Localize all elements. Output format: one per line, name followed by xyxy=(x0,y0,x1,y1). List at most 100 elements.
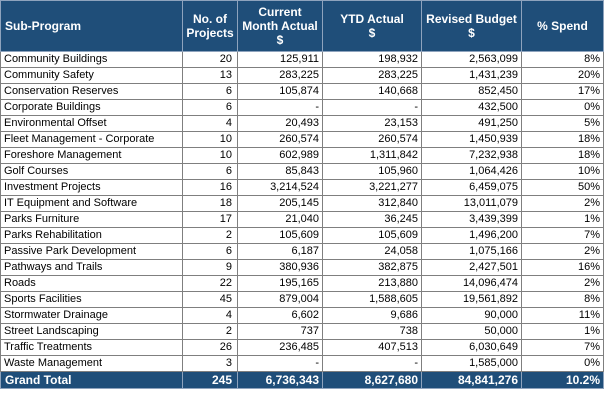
cell-projects: 3 xyxy=(182,355,238,372)
cell-ytd: 738 xyxy=(322,323,422,340)
table-row: Corporate Buildings 6- -432,500 0% xyxy=(0,99,604,116)
cell-projects: 22 xyxy=(182,275,238,292)
cell-current-month: - xyxy=(237,99,323,116)
header-current-month: Current Month Actual $ xyxy=(237,0,323,52)
cell-current-month: 236,485 xyxy=(237,339,323,356)
cell-projects: 10 xyxy=(182,147,238,164)
table-row: Passive Park Development 6 6,187 24,058 1,07… xyxy=(0,243,604,260)
cell-sub-program: Street Landscaping xyxy=(0,323,183,340)
cell-spend: 0% xyxy=(521,355,604,372)
cell-projects: 20 xyxy=(182,51,238,68)
header-revised-budget-label: Revised Budget xyxy=(426,12,517,26)
table-row: Environmental Offset 4 20,493 23,153 491,250… xyxy=(0,115,604,132)
cell-spend: 7% xyxy=(521,339,604,356)
cell-spend: 50% xyxy=(521,179,604,196)
cell-revised-budget: 1,585,000 xyxy=(421,355,522,372)
cell-spend: 18% xyxy=(521,147,604,164)
cell-sub-program: Parks Furniture xyxy=(0,211,183,228)
cell-ytd: 140,668 xyxy=(322,83,422,100)
cell-spend: 18% xyxy=(521,131,604,148)
cell-sub-program: Golf Courses xyxy=(0,163,183,180)
cell-spend: 11% xyxy=(521,307,604,324)
cell-revised-budget: 1,431,239 xyxy=(421,67,522,84)
cell-projects: 45 xyxy=(182,291,238,308)
cell-ytd: 312,840 xyxy=(322,195,422,212)
cell-revised-budget: 491,250 xyxy=(421,115,522,132)
cell-spend: 2% xyxy=(521,275,604,292)
total-label: Grand Total xyxy=(0,371,183,389)
table-row: IT Equipment and Software 18 205,145 312,84… xyxy=(0,195,604,212)
table-row: Conservation Reserves 6 105,874 140,668 852,… xyxy=(0,83,604,100)
cell-spend: 17% xyxy=(521,83,604,100)
cell-ytd: 198,932 xyxy=(322,51,422,68)
cell-ytd: 1,311,842 xyxy=(322,147,422,164)
table-header: Sub-Program No. of Projects Current Mont… xyxy=(0,0,604,52)
cell-current-month: 20,493 xyxy=(237,115,323,132)
cell-revised-budget: 6,030,649 xyxy=(421,339,522,356)
capital-works-table: Sub-Program No. of Projects Current Mont… xyxy=(0,0,604,389)
cell-current-month: 105,609 xyxy=(237,227,323,244)
cell-sub-program: Community Buildings xyxy=(0,51,183,68)
cell-current-month: 205,145 xyxy=(237,195,323,212)
header-ytd: YTD Actual $ xyxy=(322,0,422,52)
header-row: Sub-Program No. of Projects Current Mont… xyxy=(0,0,604,52)
cell-spend: 2% xyxy=(521,243,604,260)
table-body: Community Buildings 20 125,911 198,932 2,563… xyxy=(0,51,604,372)
cell-spend: 20% xyxy=(521,67,604,84)
cell-ytd: 1,588,605 xyxy=(322,291,422,308)
cell-revised-budget: 1,450,939 xyxy=(421,131,522,148)
cell-current-month: 85,843 xyxy=(237,163,323,180)
cell-spend: 0% xyxy=(521,99,604,116)
cell-ytd: 3,221,277 xyxy=(322,179,422,196)
cell-current-month: 879,004 xyxy=(237,291,323,308)
cell-projects: 6 xyxy=(182,83,238,100)
cell-spend: 8% xyxy=(521,291,604,308)
cell-sub-program: Investment Projects xyxy=(0,179,183,196)
cell-sub-program: Conservation Reserves xyxy=(0,83,183,100)
cell-projects: 17 xyxy=(182,211,238,228)
cell-revised-budget: 2,563,099 xyxy=(421,51,522,68)
table-row: Community Safety 13 283,225 283,225 1,431,23… xyxy=(0,67,604,84)
cell-spend: 10% xyxy=(521,163,604,180)
grand-total-row: Grand Total 245 6,736,343 8,627,680 84,8… xyxy=(0,371,604,389)
cell-spend: 1% xyxy=(521,323,604,340)
cell-sub-program: Stormwater Drainage xyxy=(0,307,183,324)
table-footer: Grand Total 245 6,736,343 8,627,680 84,8… xyxy=(0,371,604,389)
cell-spend: 7% xyxy=(521,227,604,244)
cell-revised-budget: 50,000 xyxy=(421,323,522,340)
total-ytd: 8,627,680 xyxy=(322,371,422,389)
cell-revised-budget: 3,439,399 xyxy=(421,211,522,228)
cell-spend: 16% xyxy=(521,259,604,276)
table-row: Investment Projects 16 3,214,524 3,221,277 6… xyxy=(0,179,604,196)
total-spend: 10.2% xyxy=(521,371,604,389)
cell-revised-budget: 1,075,166 xyxy=(421,243,522,260)
cell-sub-program: Roads xyxy=(0,275,183,292)
cell-current-month: 125,911 xyxy=(237,51,323,68)
cell-projects: 26 xyxy=(182,339,238,356)
table-row: Sports Facilities 45 879,004 1,588,605 19,56… xyxy=(0,291,604,308)
table-row: Pathways and Trails 9 380,936 382,875 2,427,… xyxy=(0,259,604,276)
cell-spend: 5% xyxy=(521,115,604,132)
cell-sub-program: Corporate Buildings xyxy=(0,99,183,116)
header-projects: No. of Projects xyxy=(182,0,238,52)
cell-sub-program: IT Equipment and Software xyxy=(0,195,183,212)
table-row: Waste Management 3- -1,585,000 0% xyxy=(0,355,604,372)
cell-revised-budget: 90,000 xyxy=(421,307,522,324)
cell-current-month: 380,936 xyxy=(237,259,323,276)
cell-projects: 4 xyxy=(182,115,238,132)
cell-ytd: - xyxy=(322,99,422,116)
cell-sub-program: Passive Park Development xyxy=(0,243,183,260)
cell-ytd: 382,875 xyxy=(322,259,422,276)
cell-sub-program: Waste Management xyxy=(0,355,183,372)
cell-sub-program: Environmental Offset xyxy=(0,115,183,132)
table-row: Street Landscaping 2 737 738 50,000 1% xyxy=(0,323,604,340)
cell-projects: 10 xyxy=(182,131,238,148)
cell-sub-program: Sports Facilities xyxy=(0,291,183,308)
cell-revised-budget: 6,459,075 xyxy=(421,179,522,196)
cell-spend: 2% xyxy=(521,195,604,212)
cell-sub-program: Fleet Management - Corporate xyxy=(0,131,183,148)
header-current-month-unit: $ xyxy=(276,33,284,47)
cell-sub-program: Traffic Treatments xyxy=(0,339,183,356)
cell-revised-budget: 432,500 xyxy=(421,99,522,116)
table-row: Traffic Treatments 26 236,485 407,513 6,030,… xyxy=(0,339,604,356)
